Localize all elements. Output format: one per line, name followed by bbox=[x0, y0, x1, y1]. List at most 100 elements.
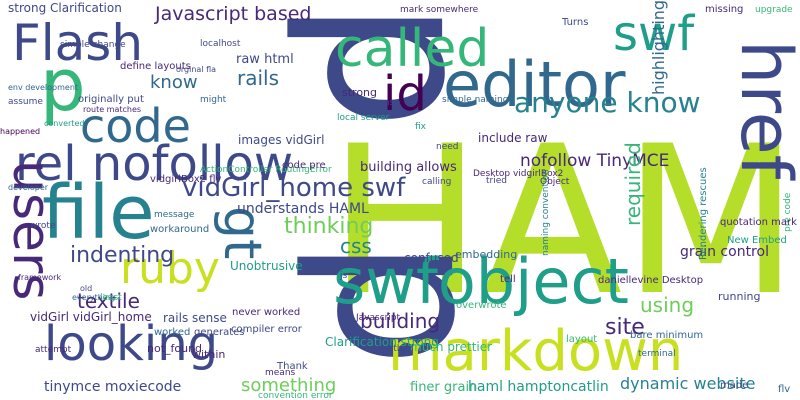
word: attempt bbox=[35, 345, 72, 355]
word: local server bbox=[337, 113, 390, 123]
word: ruby bbox=[120, 243, 220, 294]
word: file bbox=[42, 170, 155, 256]
word: strong Clarification bbox=[8, 1, 122, 15]
word: HAML bbox=[328, 103, 800, 341]
word: framework bbox=[18, 273, 61, 282]
word: highlighting correctly bbox=[649, 0, 668, 95]
word: code pre bbox=[282, 160, 326, 171]
word: running bbox=[718, 290, 760, 303]
word: required bbox=[621, 142, 645, 226]
word: vidGirl_home swf bbox=[182, 173, 406, 203]
word: building allows bbox=[360, 160, 457, 175]
word: href bbox=[725, 40, 800, 181]
word: tried bbox=[486, 176, 507, 186]
word: Javascript bbox=[355, 313, 401, 323]
word: orginal fla bbox=[176, 65, 216, 74]
word: Thank bbox=[276, 361, 308, 372]
word: simple change bbox=[60, 40, 126, 50]
word: p bbox=[281, 0, 519, 130]
word: p bbox=[291, 238, 529, 368]
word: convention error bbox=[258, 391, 333, 400]
word: workaround bbox=[150, 224, 209, 235]
word: tinymce moxiecode bbox=[44, 379, 181, 395]
word: never worked bbox=[232, 307, 300, 318]
word: swf bbox=[613, 6, 695, 62]
word: route matches bbox=[83, 105, 141, 114]
word: swfobject bbox=[333, 245, 629, 318]
word: define layouts bbox=[120, 61, 191, 72]
word: raw html bbox=[236, 52, 294, 67]
word: Clarification strong bbox=[325, 335, 439, 349]
word: happened bbox=[0, 127, 40, 136]
word: naming convention bbox=[541, 169, 551, 256]
word: indenting bbox=[70, 243, 174, 268]
word: Rendering rescues bbox=[698, 167, 709, 260]
word: nofollow TinyMCE bbox=[520, 151, 669, 171]
word: id bbox=[383, 66, 427, 122]
word: grain control bbox=[680, 244, 769, 260]
word: converted bbox=[44, 119, 84, 128]
word: old bbox=[80, 284, 92, 293]
word: dynamic website bbox=[620, 374, 755, 393]
word: compiler error bbox=[231, 324, 303, 335]
word: js bbox=[339, 271, 348, 281]
word: overwrote bbox=[456, 300, 507, 311]
word: mark somewhere bbox=[400, 5, 479, 15]
word: seems bbox=[365, 98, 395, 108]
word: rails sense bbox=[163, 311, 227, 325]
word: Object bbox=[540, 177, 570, 187]
word: method bbox=[379, 344, 414, 354]
word: something bbox=[241, 375, 336, 396]
word: vidgirlBox2 flv bbox=[150, 174, 221, 185]
word: might bbox=[200, 95, 227, 105]
word: code bbox=[80, 99, 191, 153]
word: markdown bbox=[388, 319, 683, 384]
word: env development bbox=[8, 83, 78, 92]
word: thinking bbox=[284, 214, 373, 239]
word: localhost bbox=[200, 39, 241, 49]
word: Desktop vidgirlBox2 bbox=[473, 169, 563, 179]
word: layout bbox=[566, 334, 597, 345]
word: calling bbox=[422, 177, 451, 187]
word: generates bbox=[194, 327, 245, 338]
word: pre code bbox=[783, 192, 793, 232]
word: flv bbox=[778, 384, 790, 395]
word: made bbox=[720, 380, 748, 391]
word: understands HAML bbox=[237, 201, 369, 217]
word: vidGirl vidGirl_home bbox=[30, 310, 152, 324]
word: worked bbox=[154, 327, 190, 338]
word: least bbox=[100, 293, 122, 303]
word: fix bbox=[415, 122, 427, 132]
word: assume bbox=[8, 97, 43, 107]
word: include raw bbox=[478, 131, 548, 145]
word: gt bbox=[212, 206, 272, 259]
word: called bbox=[335, 19, 489, 79]
word: wrote bbox=[30, 221, 56, 231]
word: using bbox=[640, 293, 694, 317]
word: rel nofollow bbox=[15, 136, 293, 192]
word: users bbox=[1, 160, 61, 301]
word: images vidGirl bbox=[238, 133, 324, 147]
word: Unobtrusive bbox=[230, 259, 303, 273]
word: anyone know bbox=[514, 86, 700, 119]
word: editor bbox=[443, 48, 626, 121]
word: building bbox=[360, 309, 440, 333]
word: site bbox=[605, 315, 645, 340]
word: Turns bbox=[561, 17, 588, 28]
word: much prettier bbox=[410, 340, 492, 354]
word: Javascript based bbox=[154, 3, 311, 25]
word: Flash bbox=[12, 14, 143, 72]
word: embedding bbox=[455, 248, 517, 261]
word: rails bbox=[237, 66, 279, 90]
word: haml hamptoncatlin bbox=[468, 379, 609, 395]
word: not_found bbox=[147, 342, 202, 355]
word: p bbox=[40, 43, 86, 127]
word: strong bbox=[342, 86, 377, 99]
word: everything bbox=[72, 293, 115, 302]
word: simple naming bbox=[442, 95, 508, 105]
word: quotation mark bbox=[720, 217, 797, 228]
word: originally put bbox=[78, 94, 144, 105]
word: textile bbox=[77, 289, 140, 313]
